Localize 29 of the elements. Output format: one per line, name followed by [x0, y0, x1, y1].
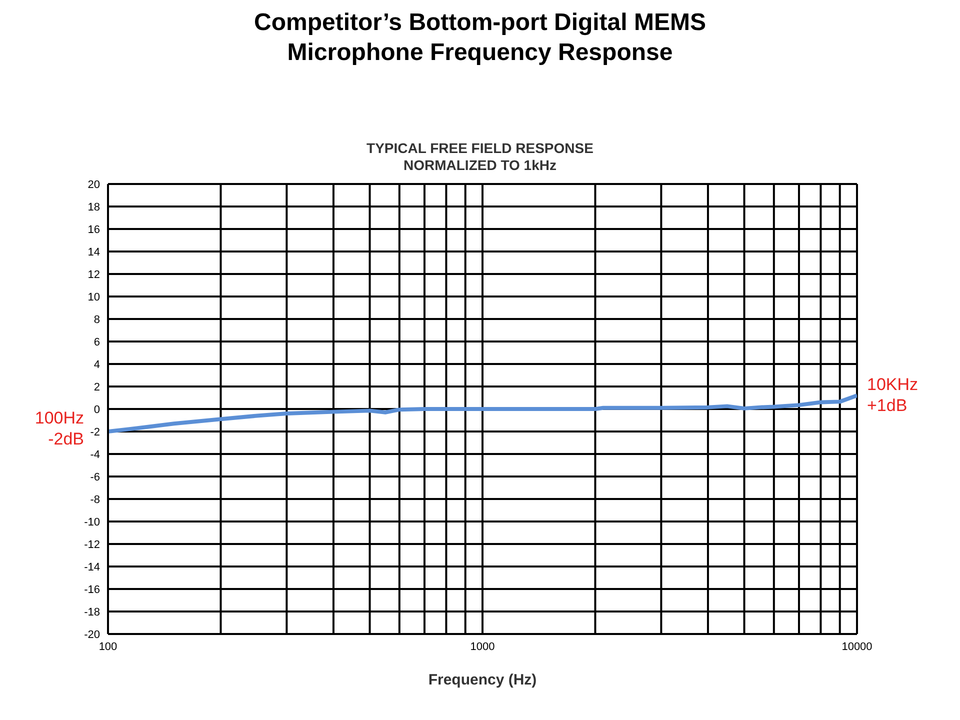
y-tick-label: 2	[94, 381, 100, 394]
y-tick-label: 0	[94, 404, 100, 416]
y-tick-label: 20	[88, 178, 100, 191]
y-tick-label: -14	[84, 561, 100, 574]
y-tick-label: 18	[88, 201, 100, 214]
y-tick-label: -16	[84, 584, 100, 596]
annotation: 100Hz -2dB	[34, 408, 84, 448]
x-tick-label: 10000	[842, 640, 872, 653]
y-tick-label: -2	[90, 426, 100, 438]
x-axis-title: Frequency (Hz)	[428, 672, 537, 689]
y-tick-label: -6	[90, 471, 100, 484]
y-tick-label: 8	[94, 314, 100, 326]
y-tick-label: -4	[90, 448, 100, 461]
y-tick-label: -10	[84, 516, 100, 528]
y-tick-label: 14	[88, 246, 100, 258]
y-tick-label: -20	[84, 628, 100, 641]
annotation: 10KHz +1dB	[867, 374, 918, 415]
y-tick-label: -18	[84, 606, 100, 618]
y-tick-label: 12	[88, 268, 100, 281]
y-tick-label: 6	[94, 336, 100, 348]
chart-subtitle: TYPICAL FREE FIELD RESPONSE NORMALIZED TO 1kHz	[366, 140, 594, 174]
y-tick-label: 4	[94, 358, 100, 371]
x-tick-label: 100	[98, 640, 118, 653]
y-tick-label: -12	[84, 538, 100, 551]
chart-title: Competitor’s Bottom-port Digital MEMS Microphone Frequency Response	[253, 8, 707, 68]
x-tick-label: 1000	[470, 640, 495, 653]
y-tick-label: 16	[88, 224, 100, 236]
y-tick-label: 10	[88, 291, 100, 304]
y-tick-label: -8	[90, 494, 100, 506]
